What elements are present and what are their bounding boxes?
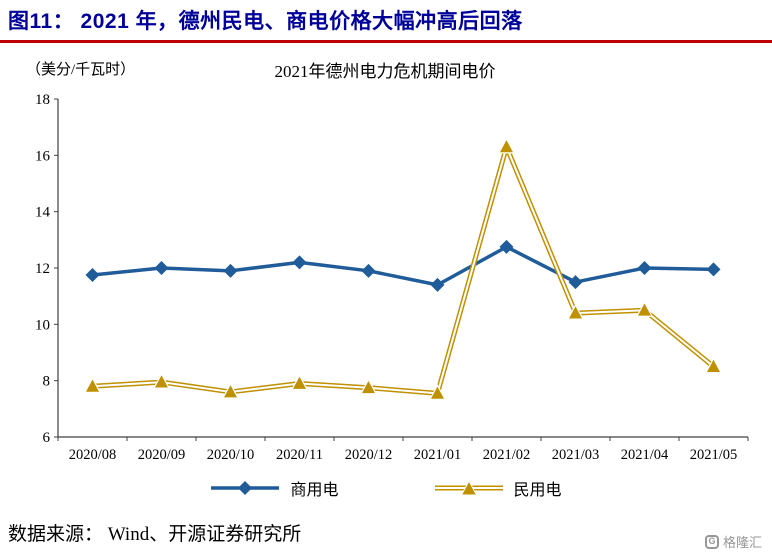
- gelonghui-logo-text: 格隆汇: [722, 535, 762, 550]
- legend-item-commercial: 商用电: [210, 476, 339, 500]
- data-point-marker: [497, 137, 516, 154]
- y-tick-label: 6: [43, 430, 51, 446]
- residential-line-marker-icon: [434, 479, 503, 496]
- data-point-marker: [223, 263, 238, 278]
- commercial-line-marker-icon: [211, 481, 280, 495]
- data-point-marker: [430, 277, 445, 292]
- data-point-marker: [566, 303, 585, 320]
- gelonghui-logo-icon: G: [704, 534, 719, 549]
- x-tick-label: 2020/11: [276, 447, 323, 463]
- data-point-marker: [706, 262, 721, 277]
- data-point-marker: [83, 377, 102, 393]
- data-point-marker: [635, 300, 654, 317]
- y-tick-label: 16: [35, 148, 51, 164]
- data-point-marker: [704, 357, 723, 374]
- data-point-marker: [85, 268, 100, 283]
- data-point-marker: [568, 275, 583, 290]
- data-point-marker: [637, 261, 652, 275]
- series-1: [83, 137, 723, 400]
- legend-label-commercial: 商用电: [290, 482, 339, 499]
- data-point-marker: [290, 374, 309, 391]
- x-tick-label: 2021/05: [690, 447, 738, 463]
- y-tick-label: 14: [35, 205, 51, 221]
- data-point-marker: [221, 382, 240, 399]
- x-tick-label: 2020/09: [138, 447, 186, 463]
- chart-title: 2021年德州电力危机期间电价: [274, 62, 496, 81]
- y-tick-label: 10: [35, 317, 50, 333]
- data-point-marker: [428, 384, 447, 400]
- header-divider: [0, 40, 772, 43]
- data-source: 数据来源： Wind、开源证券研究所: [8, 524, 302, 545]
- y-tick-label: 12: [35, 261, 50, 277]
- legend-item-residential: 民用电: [434, 476, 562, 500]
- figure-title: 图11： 2021 年，德州民电、商电价格大幅冲高后回落: [8, 10, 523, 33]
- x-tick-label: 2021/04: [621, 447, 669, 463]
- x-tick-label: 2020/12: [345, 447, 393, 463]
- gelonghui-logo: G 格隆汇: [704, 532, 762, 551]
- x-tick-label: 2020/10: [207, 447, 255, 463]
- legend-label-residential: 民用电: [513, 482, 562, 499]
- data-point-marker: [152, 372, 171, 389]
- y-tick-label: 18: [35, 92, 50, 108]
- y-axis-unit-label: （美分/千瓦时）: [26, 62, 136, 78]
- series-0: [85, 239, 721, 292]
- x-tick-label: 2020/08: [69, 447, 117, 463]
- data-point-marker: [359, 378, 378, 395]
- x-tick-label: 2021/03: [552, 447, 600, 463]
- chart-legend: 商用电 民用电: [0, 476, 772, 500]
- y-tick-label: 8: [43, 374, 51, 390]
- data-point-marker: [361, 263, 376, 278]
- x-tick-label: 2021/02: [483, 447, 531, 463]
- line-chart: 6 8 10 12 14 16 18 2020/08 2020/09 2020/10 2020/11…: [35, 92, 749, 463]
- data-point-marker: [499, 239, 514, 254]
- data-point-marker: [154, 261, 169, 275]
- x-tick-label: 2021/01: [414, 447, 462, 463]
- data-point-marker: [292, 255, 307, 270]
